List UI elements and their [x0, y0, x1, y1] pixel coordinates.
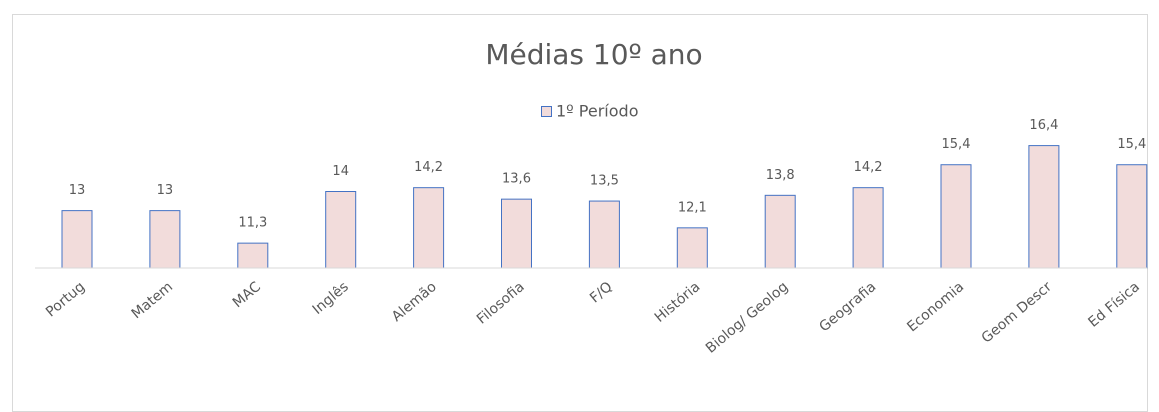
bar	[676, 227, 708, 269]
value-label: 13	[69, 183, 86, 198]
bar	[764, 194, 796, 269]
value-label: 14	[332, 164, 349, 179]
legend-swatch	[541, 106, 552, 117]
value-label: 13	[157, 183, 174, 198]
value-label: 13,8	[766, 168, 795, 183]
bar	[1028, 145, 1060, 269]
bar	[149, 210, 181, 269]
value-label: 16,4	[1029, 118, 1058, 133]
bar	[1116, 164, 1148, 269]
bar	[852, 187, 884, 269]
bar	[413, 187, 445, 269]
bar	[501, 198, 532, 269]
chart-border	[12, 14, 1148, 412]
chart-title: Médias 10º ano	[485, 38, 702, 71]
bar	[940, 164, 972, 269]
bar	[588, 200, 620, 269]
bar	[61, 210, 93, 269]
value-label: 12,1	[678, 200, 707, 215]
legend-label: 1º Período	[556, 102, 638, 121]
value-label: 14,2	[414, 160, 443, 175]
value-label: 13,6	[502, 172, 531, 187]
bar	[325, 191, 357, 269]
value-label: 14,2	[854, 160, 883, 175]
value-label: 15,4	[1117, 137, 1146, 152]
bar	[237, 242, 269, 269]
value-label: 11,3	[238, 216, 267, 231]
value-label: 15,4	[942, 137, 971, 152]
value-label: 13,5	[590, 174, 619, 189]
